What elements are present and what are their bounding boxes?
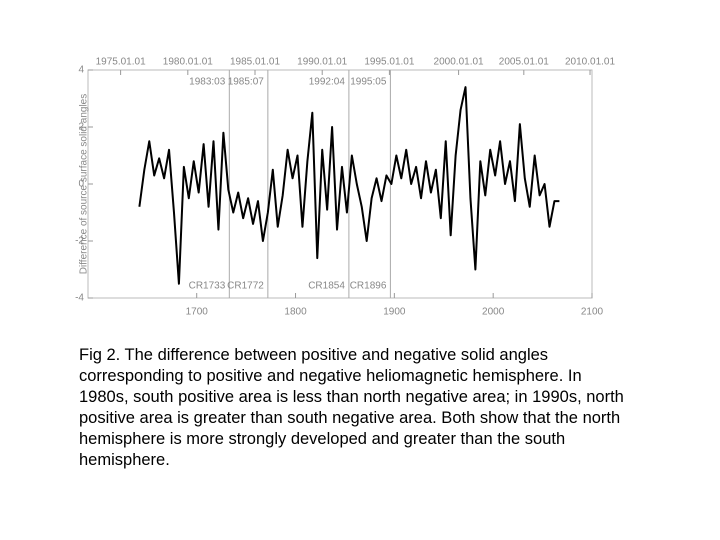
x-tick-label: 2100 bbox=[581, 307, 604, 318]
x2-tick-label: 1990.01.01 bbox=[297, 57, 347, 68]
y-tick-label: 0 bbox=[78, 179, 84, 190]
caption: Fig 2. The difference between positive a… bbox=[79, 346, 624, 469]
reference-top-label: 1992:04 bbox=[309, 77, 346, 88]
x-tick-label: 1900 bbox=[383, 307, 406, 318]
y-tick-label: -2 bbox=[75, 236, 84, 247]
y-tick-label: 2 bbox=[78, 122, 84, 133]
reference-bottom-label: CR1896 bbox=[350, 281, 387, 292]
reference-bottom-label: CR1772 bbox=[227, 281, 264, 292]
y-axis-label: Difference of source surface solid angle… bbox=[79, 94, 90, 274]
reference-top-label: 1995:05 bbox=[350, 77, 387, 88]
x-tick-label: 1700 bbox=[186, 307, 209, 318]
x2-tick-label: 1985.01.01 bbox=[230, 57, 280, 68]
data-line bbox=[138, 86, 560, 285]
x2-tick-label: 2010.01.01 bbox=[565, 57, 615, 68]
reference-top-label: 1985:07 bbox=[228, 77, 265, 88]
reference-top-label: 1983:03 bbox=[189, 77, 226, 88]
x2-tick-label: 2005.01.01 bbox=[499, 57, 549, 68]
x2-tick-label: 1975.01.01 bbox=[96, 57, 146, 68]
x-tick-label: 2000 bbox=[482, 307, 505, 318]
chart: Difference of source surface solid angle… bbox=[75, 57, 615, 318]
reference-bottom-label: CR1854 bbox=[308, 281, 345, 292]
x-tick-label: 1800 bbox=[284, 307, 307, 318]
x2-tick-label: 2000.01.01 bbox=[434, 57, 484, 68]
reference-bottom-label: CR1733 bbox=[189, 281, 226, 292]
y-tick-label: 4 bbox=[78, 65, 84, 76]
y-tick-label: -4 bbox=[75, 293, 84, 304]
x2-tick-label: 1995.01.01 bbox=[364, 57, 414, 68]
x2-tick-label: 1980.01.01 bbox=[163, 57, 213, 68]
